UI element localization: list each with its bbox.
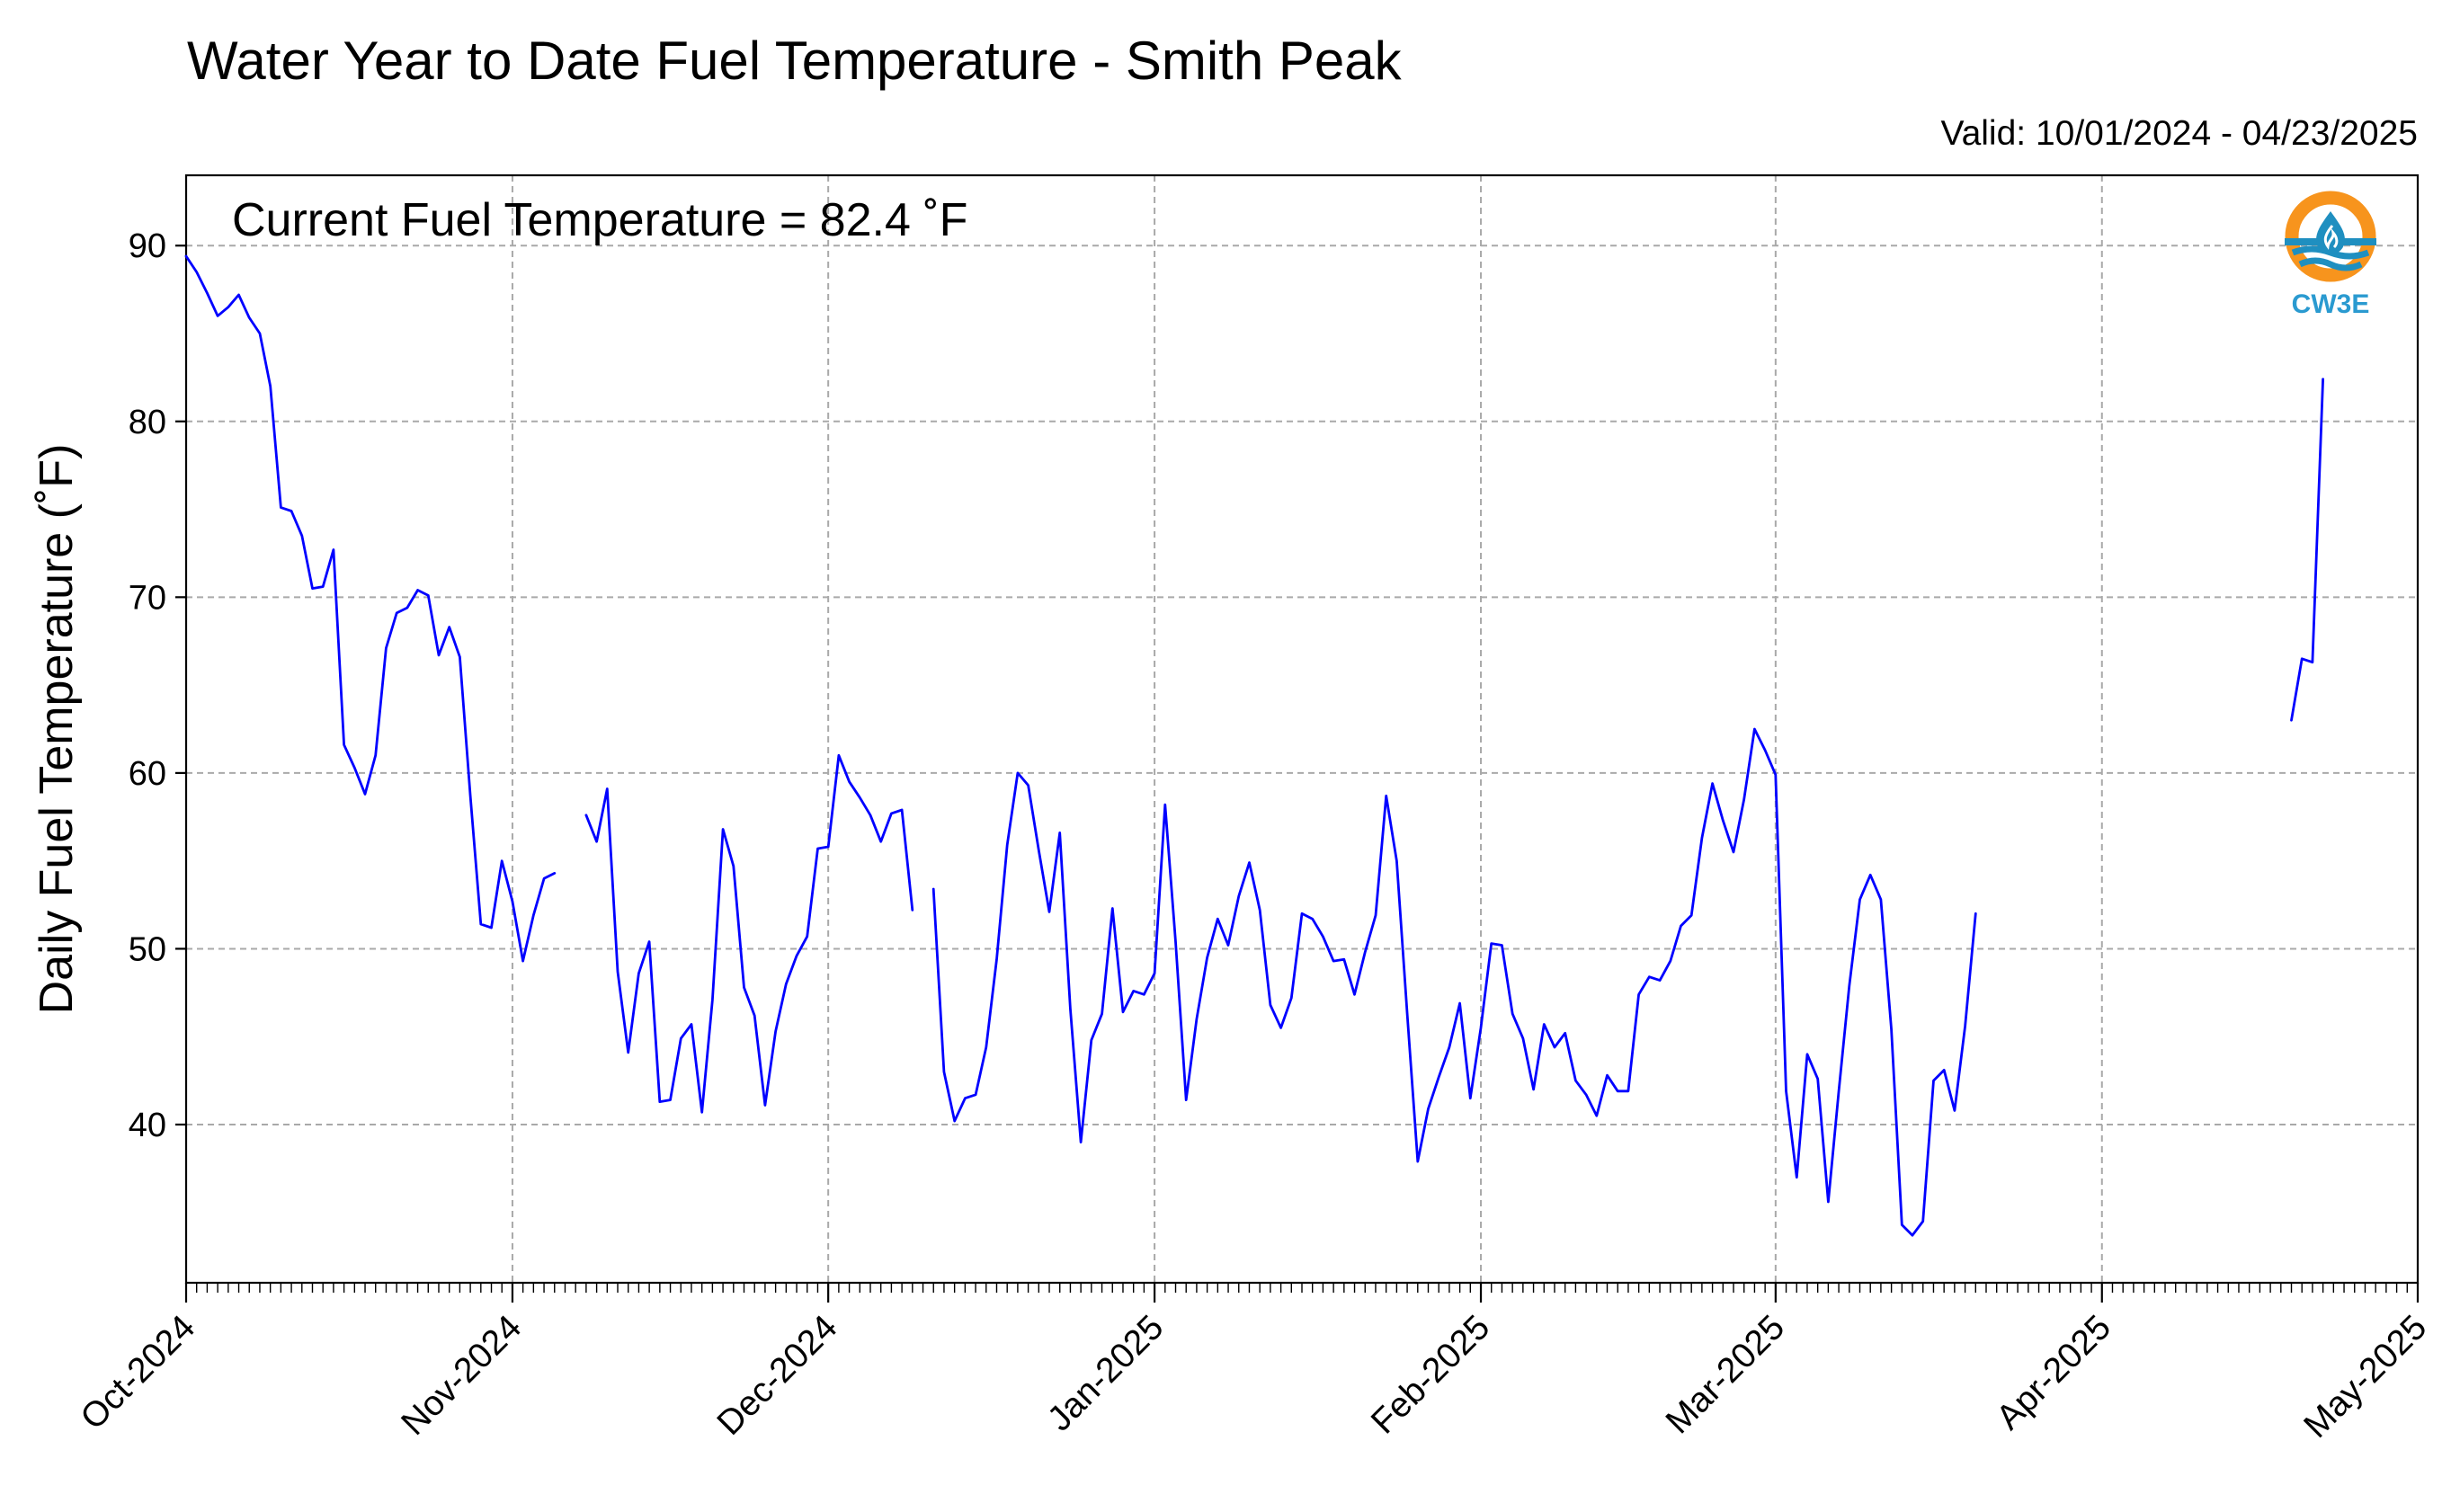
series-line-segment xyxy=(2290,378,2324,722)
x-axis-tick-labels: Oct-2024 Nov-2024 Dec-2024 Jan-2025 Feb-2025… xyxy=(74,1308,2435,1445)
chart-title: Water Year to Date Fuel Temperature - Sm… xyxy=(187,31,1403,91)
series-line-segment xyxy=(931,727,1977,1237)
valid-date-range: Valid: 10/01/2024 - 04/23/2025 xyxy=(1940,114,2418,153)
grid-lines xyxy=(185,175,2419,1283)
y-tick-label: 70 xyxy=(129,579,166,617)
logo-wave-icon xyxy=(2298,257,2363,271)
logo-text: CW3E xyxy=(2292,289,2370,319)
series-line-segment xyxy=(184,254,557,963)
cw3e-logo: CW3E xyxy=(2285,191,2376,319)
x-tick-label: Oct-2024 xyxy=(74,1308,203,1437)
current-fuel-temperature-annotation: Current Fuel Temperature = 82.4 ˚F xyxy=(232,194,967,246)
y-axis-tick-labels: 40 50 60 70 80 90 xyxy=(129,227,166,1144)
y-tick-label: 40 xyxy=(129,1107,166,1144)
x-tick-label: Apr-2025 xyxy=(1989,1308,2118,1437)
x-tick-label: Feb-2025 xyxy=(1364,1308,1497,1441)
x-tick-label: Nov-2024 xyxy=(394,1308,529,1443)
logo-drop-icon xyxy=(2316,211,2345,254)
y-axis-label: Daily Fuel Temperature (˚F) xyxy=(31,444,83,1015)
y-tick-label: 80 xyxy=(129,404,166,441)
x-tick-label: Dec-2024 xyxy=(710,1308,845,1443)
series-fuel-temperature xyxy=(184,254,2324,1237)
series-line-segment xyxy=(584,753,914,1114)
axis-ticks xyxy=(175,245,2420,1303)
plot-area-frame xyxy=(184,173,2420,1285)
x-tick-label: Mar-2025 xyxy=(1659,1308,1792,1441)
y-tick-label: 50 xyxy=(129,930,166,968)
y-tick-label: 60 xyxy=(129,755,166,793)
x-tick-label: Jan-2025 xyxy=(1040,1308,1171,1438)
logo-flame-icon xyxy=(2323,225,2339,250)
logo-sun-ring-icon xyxy=(2285,191,2376,282)
y-tick-label: 90 xyxy=(129,227,166,265)
x-tick-label: May-2025 xyxy=(2296,1308,2434,1445)
